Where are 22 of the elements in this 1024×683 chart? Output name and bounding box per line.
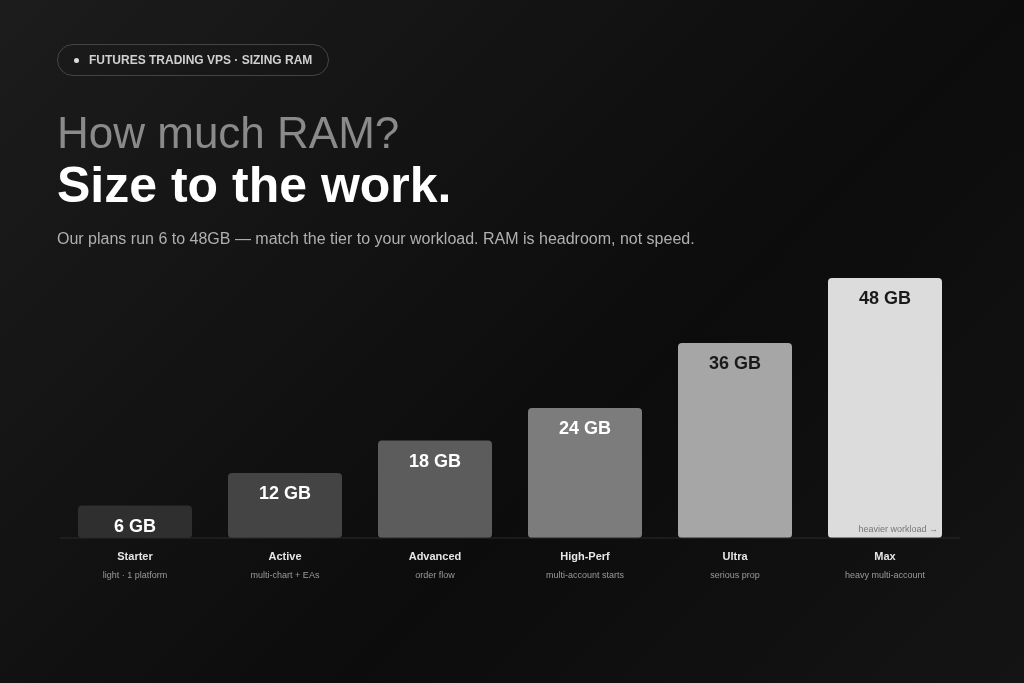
- annotation: heavier workload →: [858, 524, 938, 534]
- data-label: 24 GB: [558, 418, 612, 438]
- data-label: 36 GB: [708, 353, 762, 373]
- data-label: 18 GB: [408, 450, 462, 471]
- data-label: 48 GB: [858, 288, 912, 308]
- x-tick-label: High-Perf multi-account starts: [545, 550, 625, 580]
- x-tick-label: Advanced order flow: [408, 550, 462, 580]
- x-tick-label: Ultra serious prop: [710, 550, 760, 580]
- bar: [228, 473, 342, 538]
- bar: [378, 440, 492, 538]
- text: Our plans run 6 to 48GB — match the tier to your workload. RAM is headroom, not speed.: [57, 230, 695, 248]
- x-tick-label: Starter light · 1 platform: [102, 550, 168, 580]
- text: FUTURES TRADING VPS · SIZING RAM: [89, 53, 313, 67]
- data-label: 12 GB: [258, 483, 312, 503]
- x-tick-label: Max heavy multi-account: [844, 550, 926, 580]
- bar: [528, 408, 642, 538]
- bar: [828, 278, 942, 538]
- x-tick-label: Active multi-chart + EAs: [250, 550, 320, 580]
- data-label: 6 GB: [113, 515, 157, 536]
- chart-title: How much RAM?: [57, 108, 400, 158]
- chart-subtitle: Size to the work.: [57, 156, 452, 214]
- bar: [678, 343, 792, 538]
